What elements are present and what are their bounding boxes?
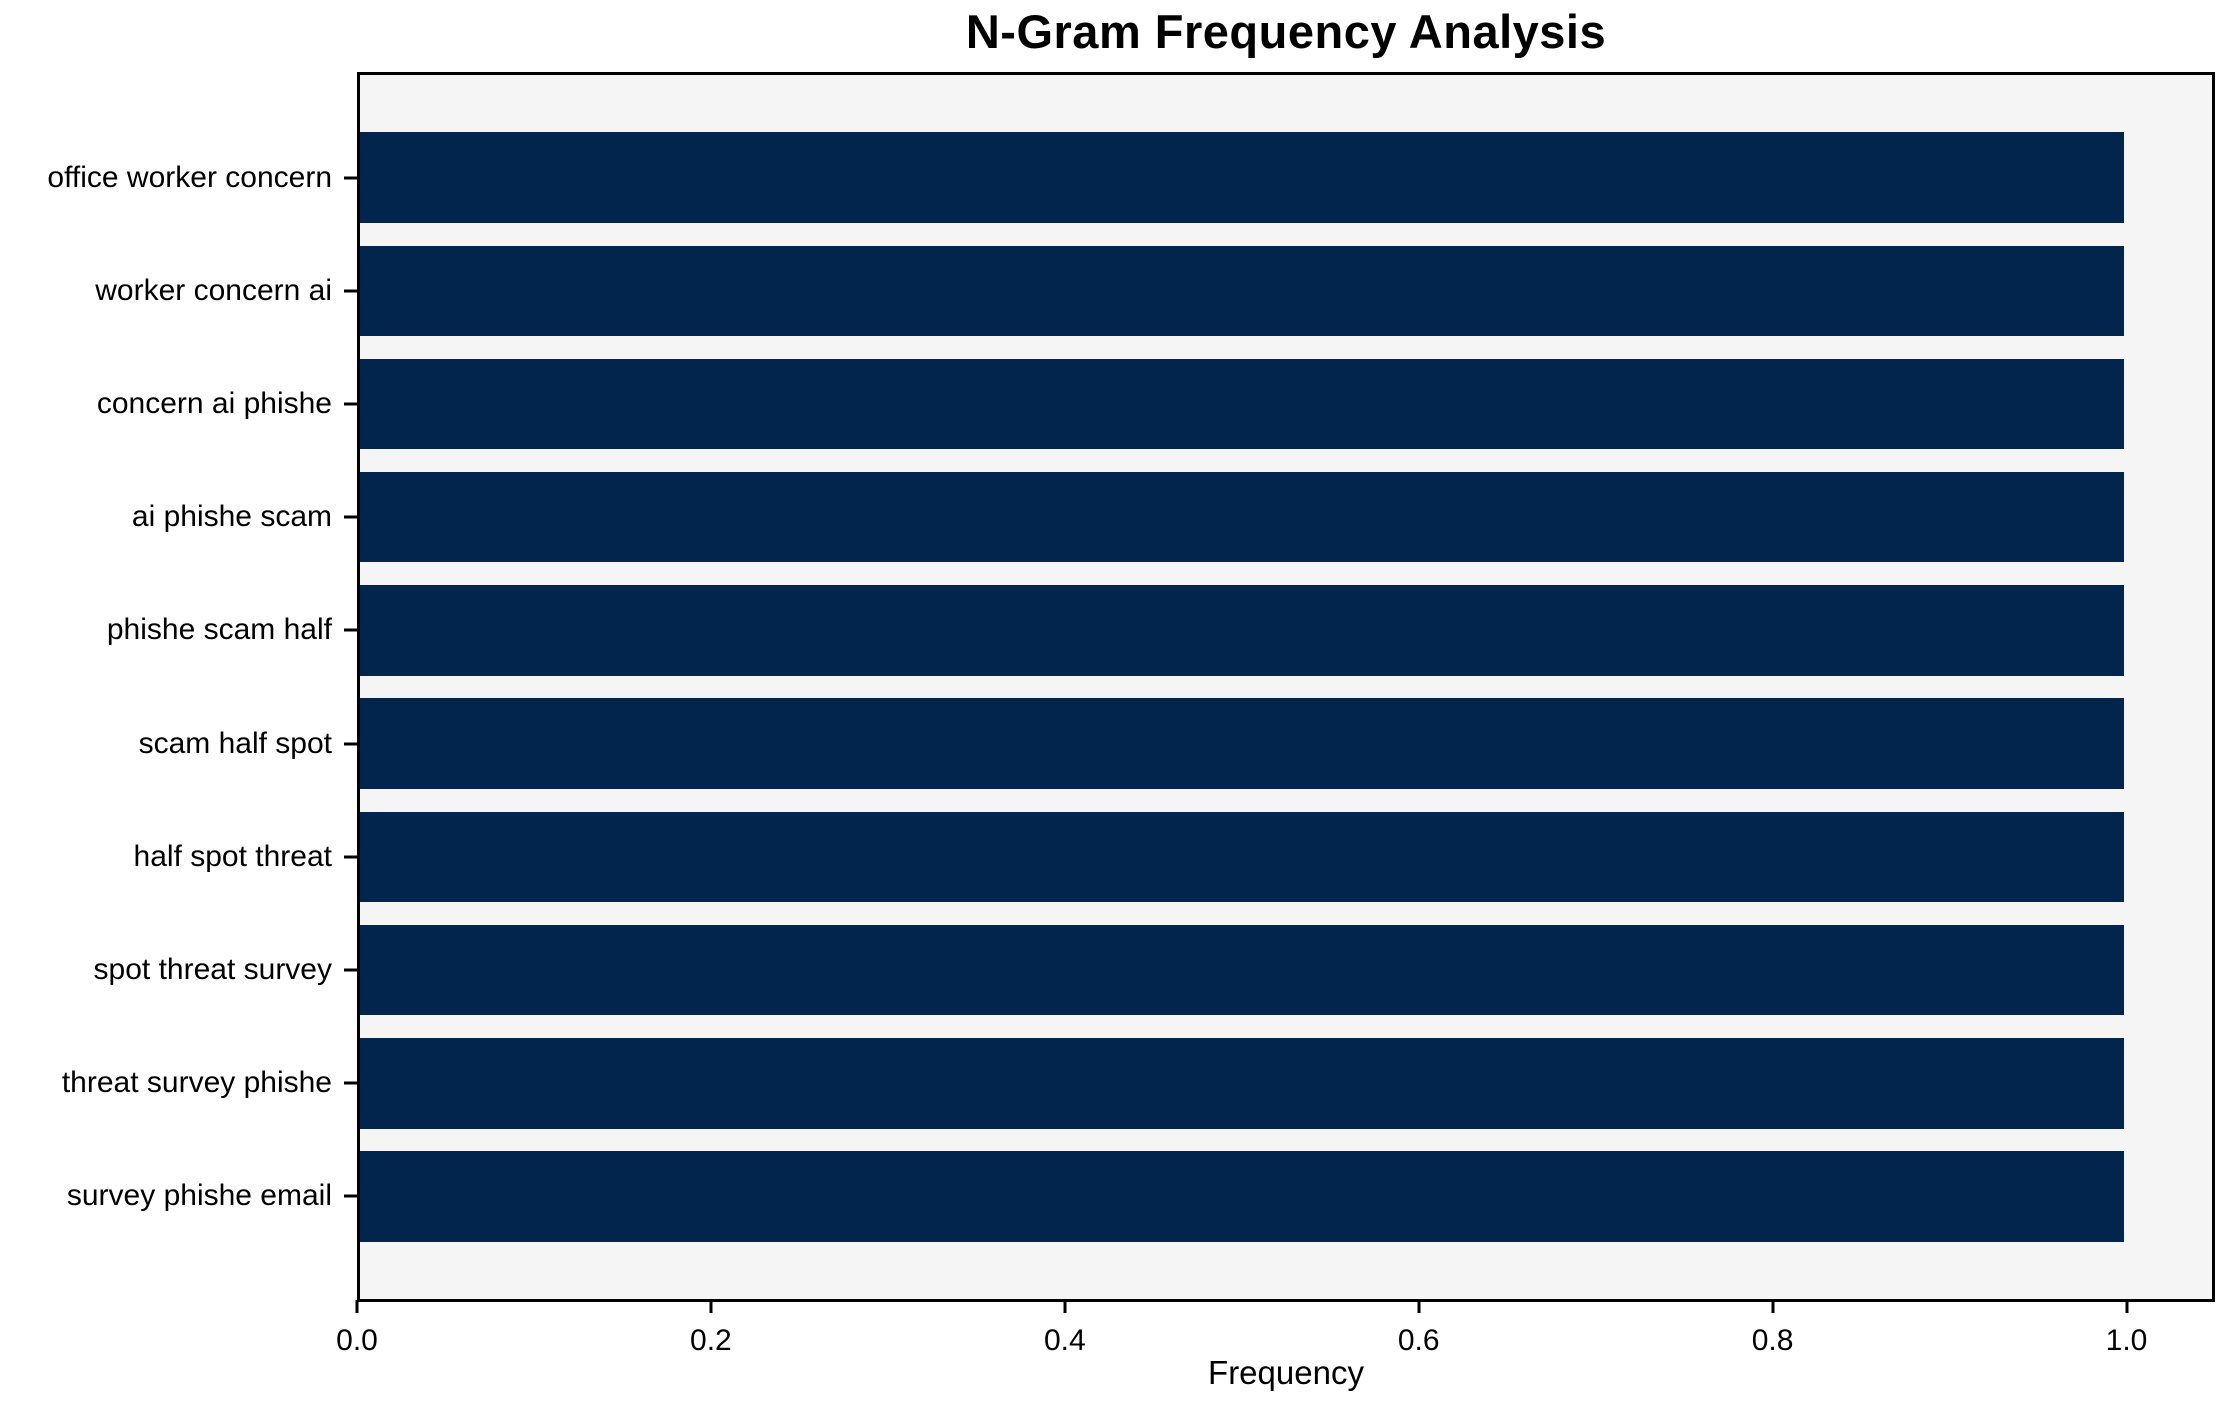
bar [360, 471, 2124, 563]
y-tick-mark [344, 628, 358, 632]
bar-row: survey phishe email [67, 1140, 2212, 1253]
x-tick-label: 0.4 [1043, 1324, 1086, 1357]
y-tick-label: ai phishe scam [131, 500, 332, 534]
y-tick-mark [344, 968, 358, 972]
bar-row: phishe scam half [107, 574, 2212, 687]
bar [360, 1151, 2124, 1242]
x-tick-mark [1063, 1300, 1067, 1313]
y-tick-label: office worker concern [47, 160, 332, 194]
y-tick-mark [344, 1194, 358, 1198]
x-tick-mark [1417, 1300, 1421, 1313]
x-axis-label: Frequency [1208, 1354, 1364, 1391]
y-tick-mark [344, 176, 358, 180]
y-tick-mark [344, 1081, 358, 1085]
y-tick-mark [344, 289, 358, 293]
x-tick-mark [1771, 1300, 1775, 1313]
bar [360, 924, 2124, 1016]
y-tick-mark [344, 855, 358, 859]
bar-row: scam half spot [139, 687, 2212, 800]
plot-area: office worker concern worker concern ai co… [47, 72, 2215, 1302]
y-tick-label: scam half spot [138, 726, 332, 760]
y-tick-label: spot threat survey [93, 953, 332, 987]
y-tick-mark [344, 515, 358, 519]
bar-row: concern ai phishe [97, 347, 2212, 460]
bar-row: worker concern ai [95, 234, 2212, 347]
bar-row: office worker concern [47, 121, 2212, 234]
bar-row: threat survey phishe [62, 1027, 2212, 1140]
bar [360, 1037, 2124, 1129]
y-tick-label: threat survey phishe [61, 1066, 332, 1100]
bar [360, 358, 2124, 450]
x-tick-label: 0.2 [690, 1324, 732, 1357]
x-tick-label: 0.6 [1397, 1324, 1440, 1357]
bar [360, 132, 2124, 223]
bar [360, 698, 2124, 789]
bar-row: spot threat survey [94, 913, 2212, 1026]
x-tick-mark [355, 1300, 359, 1313]
y-tick-label: worker concern ai [95, 273, 332, 307]
bar [360, 811, 2124, 903]
y-tick-label: concern ai phishe [96, 387, 332, 420]
y-tick-label: survey phishe email [66, 1179, 332, 1213]
y-tick-label: phishe scam half [106, 613, 332, 647]
y-tick-mark [344, 402, 358, 406]
x-tick-mark [709, 1300, 713, 1313]
x-tick-label: 0.0 [336, 1324, 378, 1357]
x-tick-mark [2125, 1300, 2129, 1313]
bar [360, 245, 2124, 337]
x-tick-label: 1.0 [2105, 1324, 2148, 1357]
x-tick-label: 0.8 [1751, 1324, 1794, 1357]
bar-row: ai phishe scam [132, 461, 2212, 574]
y-tick-label: half spot threat [133, 839, 332, 873]
y-tick-mark [344, 742, 358, 746]
chart-title: N-Gram Frequency Analysis [965, 5, 1607, 58]
bar-row: half spot threat [134, 800, 2212, 913]
bar [360, 585, 2124, 676]
